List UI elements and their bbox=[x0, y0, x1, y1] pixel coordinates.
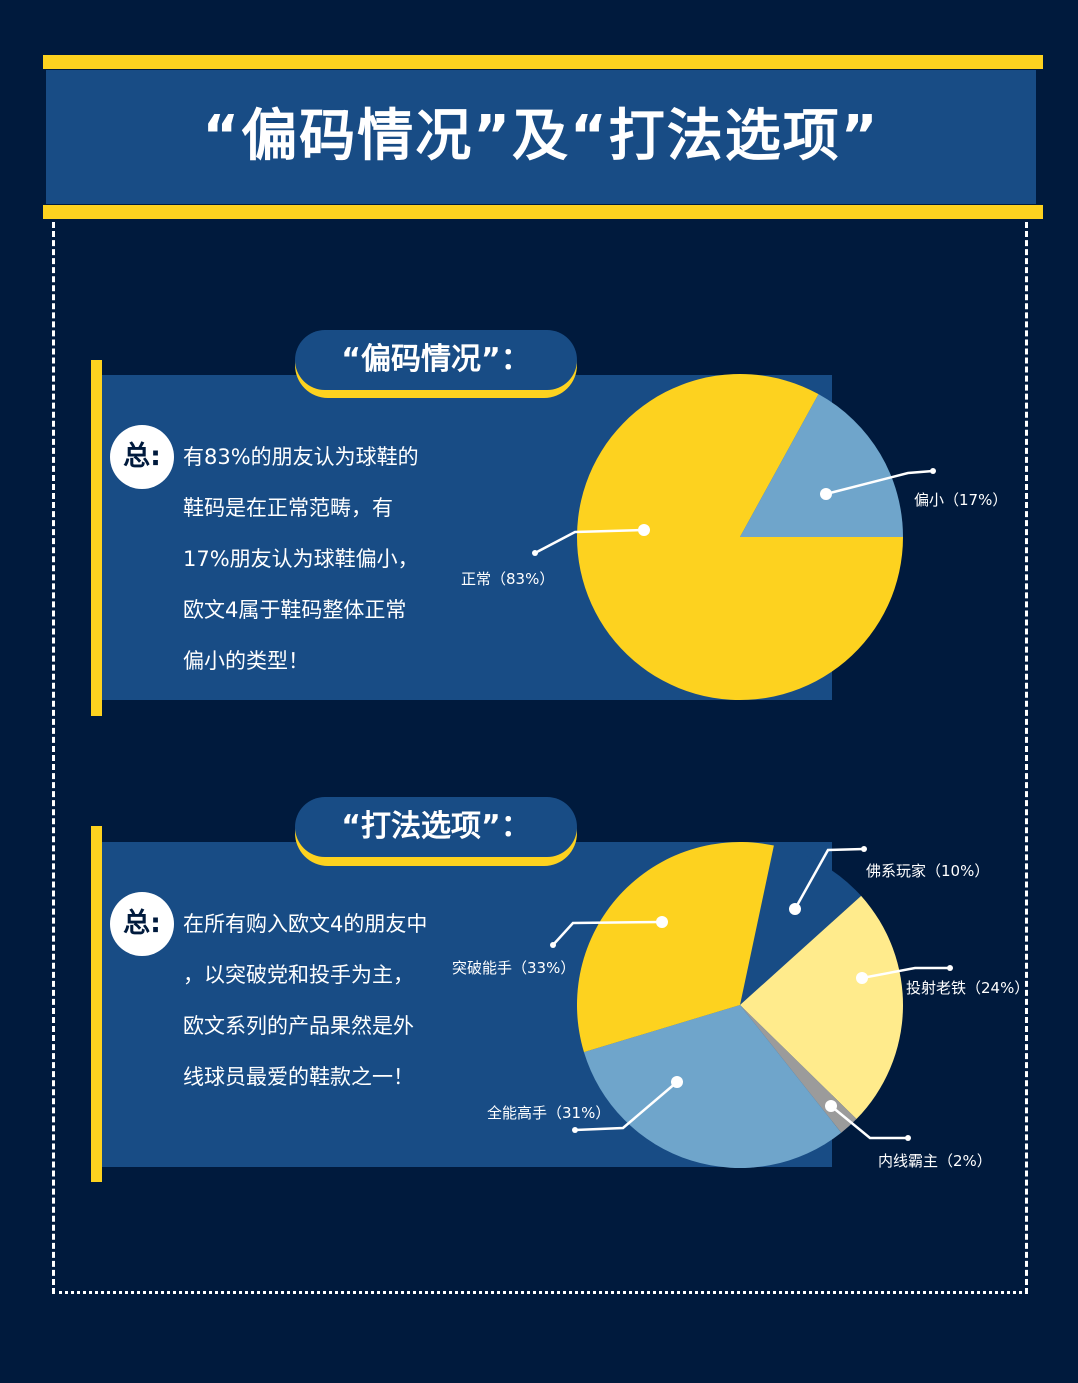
leader-end-dot bbox=[532, 550, 538, 556]
leader-line bbox=[825, 469, 934, 496]
pie-slice bbox=[583, 1005, 842, 1168]
pie-slice bbox=[740, 895, 904, 1120]
section1-title: “偏码情况”： bbox=[341, 342, 531, 377]
pie-label: 正常（83%） bbox=[461, 570, 555, 588]
leader-line bbox=[574, 1081, 678, 1132]
leader-end-dot bbox=[930, 468, 936, 474]
leader-line bbox=[861, 966, 950, 980]
section1-accent-bar bbox=[91, 360, 102, 716]
pie-slice bbox=[577, 841, 774, 1053]
pie-label: 佛系玩家（10%） bbox=[866, 862, 990, 880]
leader-end-dot bbox=[861, 846, 867, 852]
pie-label: 内线霸主（2%） bbox=[878, 1152, 992, 1170]
leader-end-dot bbox=[572, 1127, 578, 1133]
banner-top-bar bbox=[43, 55, 1043, 69]
text-line: 17%朋友认为球鞋偏小， bbox=[183, 547, 419, 571]
pie-slice bbox=[740, 1005, 857, 1133]
leader-anchor-dot bbox=[789, 903, 801, 915]
section2-title: “打法选项”： bbox=[341, 809, 531, 844]
section2-summary-badge: 总: bbox=[110, 892, 174, 956]
text-line: 鞋码是在正常范畴，有 bbox=[183, 496, 393, 520]
leader-line bbox=[534, 528, 645, 555]
leader-anchor-dot bbox=[825, 1100, 837, 1112]
banner-bottom-bar bbox=[43, 205, 1043, 219]
section1-summary-text: 有83%的朋友认为球鞋的 鞋码是在正常范畴，有 17%朋友认为球鞋偏小， 欧文4… bbox=[183, 432, 443, 687]
section1-summary-badge: 总: bbox=[110, 425, 174, 489]
leader-line bbox=[830, 1105, 908, 1140]
leader-line bbox=[552, 920, 663, 946]
text-line: ，以突破党和投手为主， bbox=[183, 963, 414, 987]
leader-end-dot bbox=[550, 942, 556, 948]
leader-anchor-dot bbox=[856, 972, 868, 984]
leader-anchor-dot bbox=[820, 488, 832, 500]
pie-label: 突破能手（33%） bbox=[452, 959, 576, 977]
section2-title-pill: “打法选项”： bbox=[295, 797, 577, 857]
leader-anchor-dot bbox=[638, 524, 650, 536]
text-line: 在所有购入欧文4的朋友中 bbox=[183, 912, 428, 936]
leader-end-dot bbox=[905, 1135, 911, 1141]
text-line: 有83%的朋友认为球鞋的 bbox=[183, 445, 419, 469]
pie-slice bbox=[740, 845, 862, 1005]
text-line: 欧文系列的产品果然是外 bbox=[183, 1014, 414, 1038]
text-line: 偏小的类型！ bbox=[183, 649, 309, 673]
page-title: “偏码情况”及“打法选项” bbox=[202, 104, 880, 169]
pie-label: 偏小（17%） bbox=[914, 491, 1008, 509]
section1-title-pill: “偏码情况”： bbox=[295, 330, 577, 390]
section2-accent-bar bbox=[91, 826, 102, 1182]
text-line: 线球员最爱的鞋款之一！ bbox=[183, 1065, 414, 1089]
text-line: 欧文4属于鞋码整体正常 bbox=[183, 598, 407, 622]
section2-summary-text: 在所有购入欧文4的朋友中 ，以突破党和投手为主， 欧文系列的产品果然是外 线球员… bbox=[183, 899, 443, 1103]
content-frame bbox=[52, 222, 1028, 1294]
title-banner: “偏码情况”及“打法选项” bbox=[46, 70, 1036, 204]
pie-slice bbox=[740, 394, 903, 537]
leader-line bbox=[793, 847, 865, 910]
leader-anchor-dot bbox=[671, 1076, 683, 1088]
leader-end-dot bbox=[947, 965, 953, 971]
pie-label: 投射老铁（24%） bbox=[906, 979, 1030, 997]
leader-anchor-dot bbox=[656, 916, 668, 928]
pie-label: 全能高手（31%） bbox=[487, 1104, 611, 1122]
